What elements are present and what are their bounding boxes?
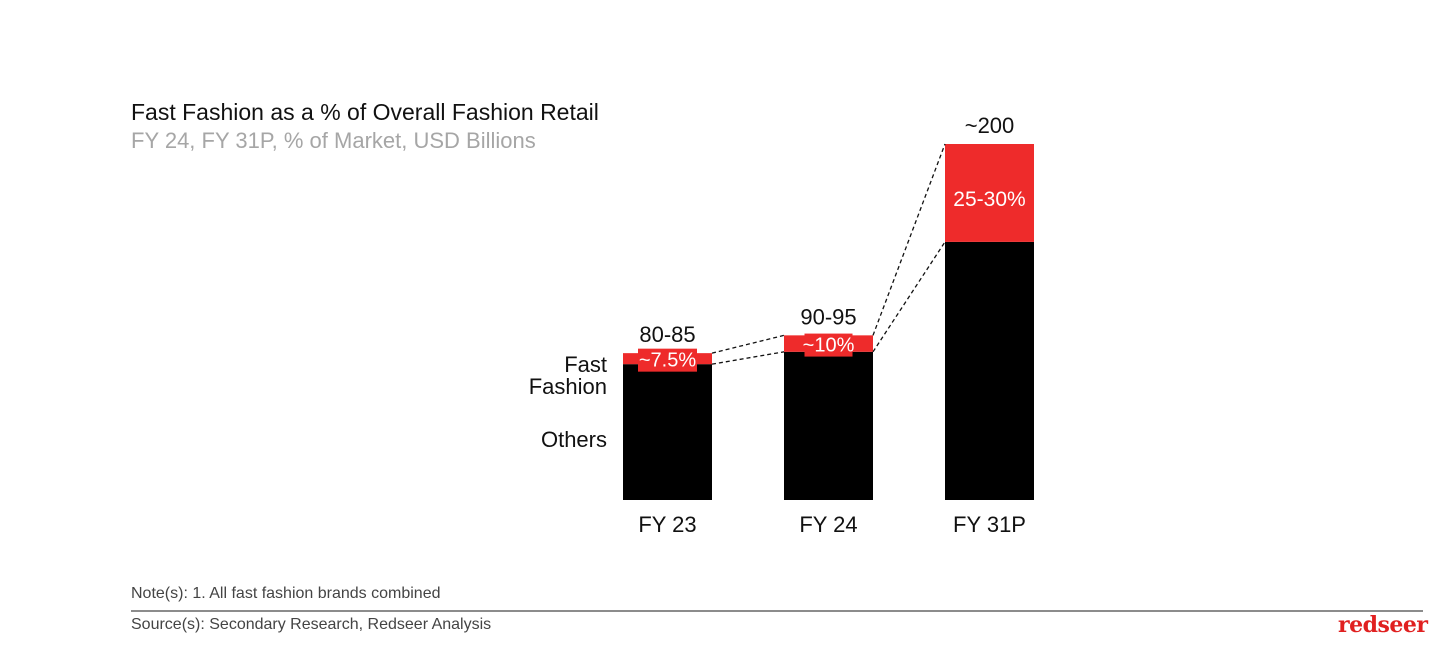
total-label-2: ~200 [965,113,1015,138]
share-label-bg-1 [804,333,853,357]
category-label-0: FY 23 [638,512,696,537]
share-label-1: ~10% [803,335,855,357]
share-label-0: ~7.5% [639,350,696,372]
share-label-2: 25-30% [953,188,1025,211]
legend-others: Others [541,427,607,452]
connector-bottom-1 [872,241,946,353]
bar-others-0 [623,364,712,500]
connector-bottom-0 [711,351,785,365]
connector-top-0 [711,334,785,354]
category-label-2: FY 31P [953,512,1026,537]
redseer-logo: redseer [1338,612,1428,638]
bar-others-1 [784,351,873,500]
source-note: Source(s): Secondary Research, Redseer A… [131,616,492,633]
category-label-1: FY 24 [799,512,857,537]
legend-fast-fashion-line2: Fashion [529,374,607,399]
chart-subtitle: FY 24, FY 31P, % of Market, USD Billions [131,128,536,153]
share-label-bg-0 [638,348,697,372]
bar-others-2 [945,241,1034,500]
total-label-1: 90-95 [800,304,856,329]
total-label-0: 80-85 [639,322,695,347]
connector-top-1 [872,143,946,336]
legend-fast-fashion-line1: Fast [564,352,607,377]
bar-fast-fashion-2 [945,144,1034,242]
footer-divider [131,610,1423,612]
chart-title: Fast Fashion as a % of Overall Fashion R… [131,99,599,125]
footnote: Note(s): 1. All fast fashion brands comb… [131,585,441,602]
